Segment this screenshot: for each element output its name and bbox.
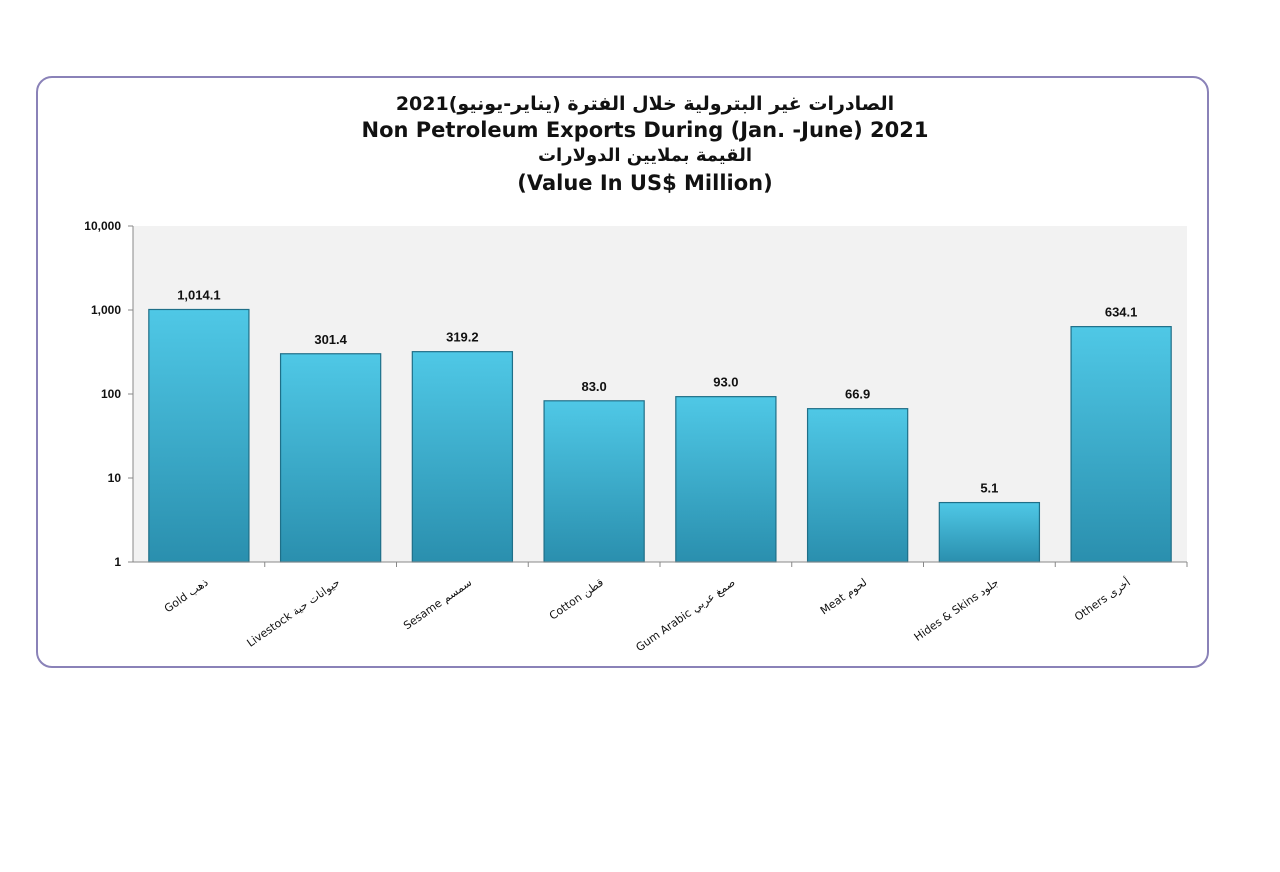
category-label: Cotton قطن — [547, 576, 606, 623]
category-label: Livestock حيوانات حية — [245, 576, 343, 650]
data-label: 1,014.1 — [177, 287, 220, 302]
data-label: 634.1 — [1105, 305, 1138, 320]
y-tick-label: 100 — [101, 387, 121, 401]
bar — [938, 501, 1041, 563]
data-label: 301.4 — [314, 332, 347, 347]
category-label: Sesame سمسم — [401, 576, 474, 632]
data-label: 5.1 — [980, 481, 998, 496]
data-label: 66.9 — [845, 387, 870, 402]
bar — [806, 408, 909, 563]
bar — [411, 351, 514, 563]
y-tick-label: 1 — [114, 555, 121, 569]
category-label: Others أخرى — [1072, 575, 1133, 624]
category-label: Gold ذهب — [162, 576, 211, 616]
bar — [148, 308, 250, 563]
bar — [1070, 326, 1172, 563]
y-tick-label: 10 — [108, 471, 122, 485]
data-label: 83.0 — [581, 379, 606, 394]
category-label: Gum Arabic صمغ عربي — [633, 576, 737, 654]
category-label: Meat لحوم — [818, 576, 869, 617]
chart-title-arabic: الصادرات غير البترولية خلال الفترة (يناي… — [395, 93, 895, 115]
chart-subtitle-arabic: القيمة بملايين الدولارات — [537, 145, 753, 166]
bar — [279, 353, 382, 563]
category-label: Hides & Skins جلود — [912, 576, 1001, 644]
bar — [675, 396, 777, 563]
y-tick-label: 10,000 — [84, 219, 121, 233]
chart-subtitle-english: (Value In US$ Million) — [517, 171, 773, 195]
chart-title-english: Non Petroleum Exports During (Jan. -June… — [361, 118, 929, 142]
bar — [543, 400, 645, 563]
y-tick-label: 1,000 — [91, 303, 121, 317]
chart-titles: الصادرات غير البترولية خلال الفترة (يناي… — [0, 92, 1280, 198]
data-label: 319.2 — [446, 330, 479, 345]
data-label: 93.0 — [713, 375, 738, 390]
